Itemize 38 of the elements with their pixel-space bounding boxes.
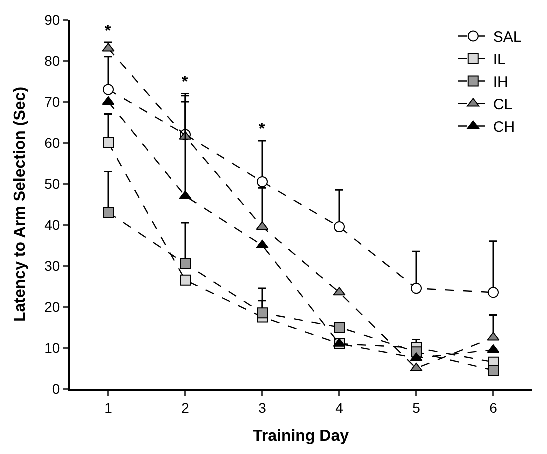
- point: [103, 207, 114, 218]
- x-axis-title: Training Day: [252, 428, 350, 445]
- y-tick-label: 80: [44, 52, 60, 69]
- y-tick-label: 40: [44, 216, 60, 233]
- point: [411, 283, 422, 294]
- point: [103, 84, 114, 96]
- y-tick-label: 10: [44, 340, 60, 356]
- point: [257, 308, 268, 319]
- point: [488, 365, 499, 376]
- x-tick-label: 5: [412, 400, 421, 416]
- y-tick-label: 20: [44, 298, 60, 315]
- y-tick-label: 50: [44, 176, 60, 192]
- y-axis-title: Latency to Arm Selection (Sec): [12, 86, 30, 322]
- y-tick-label: 30: [44, 258, 60, 274]
- point: [180, 274, 191, 286]
- annotation: *: [105, 23, 112, 40]
- point: [488, 287, 499, 298]
- point: [103, 138, 114, 148]
- point: [334, 322, 345, 333]
- x-tick-label: 2: [182, 400, 190, 416]
- legend-label: CL: [493, 96, 513, 114]
- y-tick-label: 70: [44, 94, 60, 110]
- legend-label: IL: [493, 52, 506, 69]
- x-tick-label: 4: [336, 400, 344, 416]
- x-tick-label: 1: [104, 400, 113, 416]
- annotation: *: [259, 121, 266, 138]
- point: [180, 258, 191, 270]
- legend-label: CH: [493, 119, 516, 136]
- legend-label: SAL: [493, 29, 522, 46]
- x-tick-label: 3: [258, 400, 267, 416]
- point: [334, 222, 345, 233]
- annotation: *: [182, 74, 189, 91]
- legend-label: IH: [493, 74, 508, 92]
- y-tick-label: 60: [44, 134, 60, 151]
- point: [257, 176, 268, 188]
- y-tick-label: 0: [52, 380, 60, 397]
- x-tick-label: 6: [490, 400, 498, 416]
- y-tick-label: 90: [44, 12, 60, 28]
